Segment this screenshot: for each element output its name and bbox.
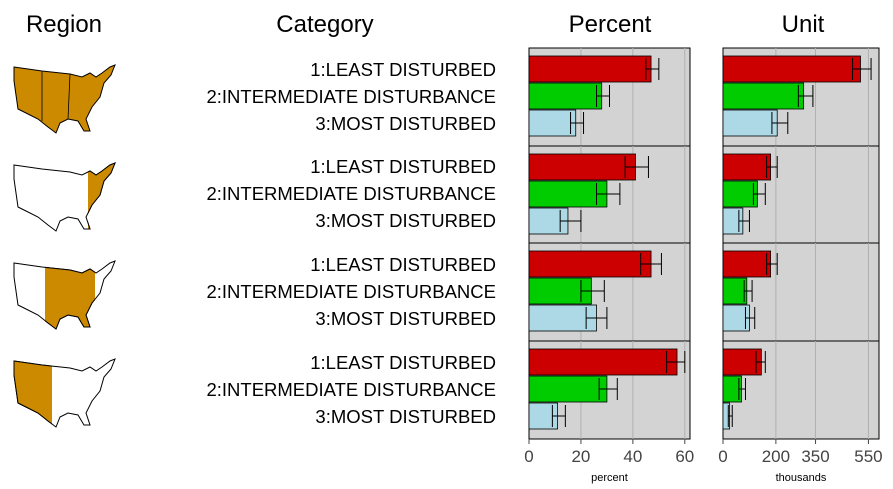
us-map-plains-icon (13, 260, 116, 330)
unit-tick-label: 0 (718, 447, 727, 466)
unit-error-bar (738, 378, 746, 400)
unit-error-bar (743, 280, 753, 302)
category-labels: 1:LEAST DISTURBED 2:INTERMEDIATE DISTURB… (206, 59, 496, 427)
unit-tick-label: 550 (854, 447, 882, 466)
percent-error-bar (551, 405, 566, 427)
percent-bar (528, 82, 603, 110)
category-label: 3:MOST DISTURBED (315, 210, 496, 231)
unit-tick-label: 200 (762, 447, 790, 466)
category-label: 2:INTERMEDIATE DISTURBANCE (206, 379, 496, 400)
percent-error-bar (596, 85, 610, 107)
us-map-east-icon (13, 162, 116, 232)
percent-chart: 0 20 40 60 percent (524, 47, 694, 484)
percent-error-bar (580, 280, 605, 302)
category-label: 3:MOST DISTURBED (315, 308, 496, 329)
percent-error-bar (570, 112, 585, 134)
category-label: 2:INTERMEDIATE DISTURBANCE (206, 281, 496, 302)
header-region: Region (26, 11, 102, 38)
percent-tick-label: 20 (571, 447, 590, 466)
unit-bar (722, 348, 762, 376)
category-label: 3:MOST DISTURBED (315, 406, 496, 427)
header-unit: Unit (782, 11, 825, 38)
unit-error-bar (755, 351, 766, 373)
unit-error-bar (771, 112, 789, 134)
category-label: 2:INTERMEDIATE DISTURBANCE (206, 183, 496, 204)
percent-bar (528, 250, 652, 278)
unit-error-bar (852, 58, 872, 80)
unit-chart: 0 200 350 550 thousands (718, 47, 883, 484)
percent-bar (528, 153, 636, 181)
unit-axis-label: thousands (776, 472, 827, 484)
category-label: 1:LEAST DISTURBED (310, 254, 496, 275)
unit-bar (722, 277, 748, 305)
percent-bar (528, 375, 608, 403)
unit-error-bar (797, 85, 814, 107)
unit-bar (722, 153, 771, 181)
percent-error-bar (645, 58, 660, 80)
unit-error-bar (738, 210, 750, 232)
category-label: 1:LEAST DISTURBED (310, 156, 496, 177)
unit-bar (722, 55, 861, 83)
percent-axis-label: percent (591, 472, 628, 484)
percent-error-bar (640, 253, 662, 275)
percent-tick-label: 0 (524, 447, 533, 466)
percent-bar (528, 55, 652, 83)
percent-tick-label: 40 (623, 447, 642, 466)
unit-error-bar (766, 156, 778, 178)
unit-error-bar (727, 405, 733, 427)
unit-bar (722, 250, 771, 278)
percent-error-bar (666, 351, 686, 373)
unit-tick-label: 350 (801, 447, 829, 466)
unit-error-bar (744, 307, 756, 329)
percent-error-bar (598, 378, 618, 400)
category-label: 1:LEAST DISTURBED (310, 59, 496, 80)
percent-error-bar (585, 307, 608, 329)
us-map-conterminous-icon (13, 64, 116, 134)
us-map-west-icon (13, 358, 116, 428)
unit-error-bar (752, 183, 766, 205)
percent-tick-label: 60 (675, 447, 694, 466)
unit-bar (722, 180, 758, 208)
percent-error-bar (559, 210, 582, 232)
percent-bar (528, 348, 678, 376)
percent-bar (528, 180, 608, 208)
category-label: 1:LEAST DISTURBED (310, 352, 496, 373)
unit-bar (722, 109, 778, 137)
unit-error-bar (766, 253, 778, 275)
percent-error-bar (624, 156, 649, 178)
category-label: 3:MOST DISTURBED (315, 113, 496, 134)
percent-bar (528, 109, 577, 137)
unit-bar (722, 82, 805, 110)
header-category: Category (276, 11, 373, 38)
percent-error-bar (596, 183, 621, 205)
header-percent: Percent (569, 11, 652, 38)
category-label: 2:INTERMEDIATE DISTURBANCE (206, 86, 496, 107)
